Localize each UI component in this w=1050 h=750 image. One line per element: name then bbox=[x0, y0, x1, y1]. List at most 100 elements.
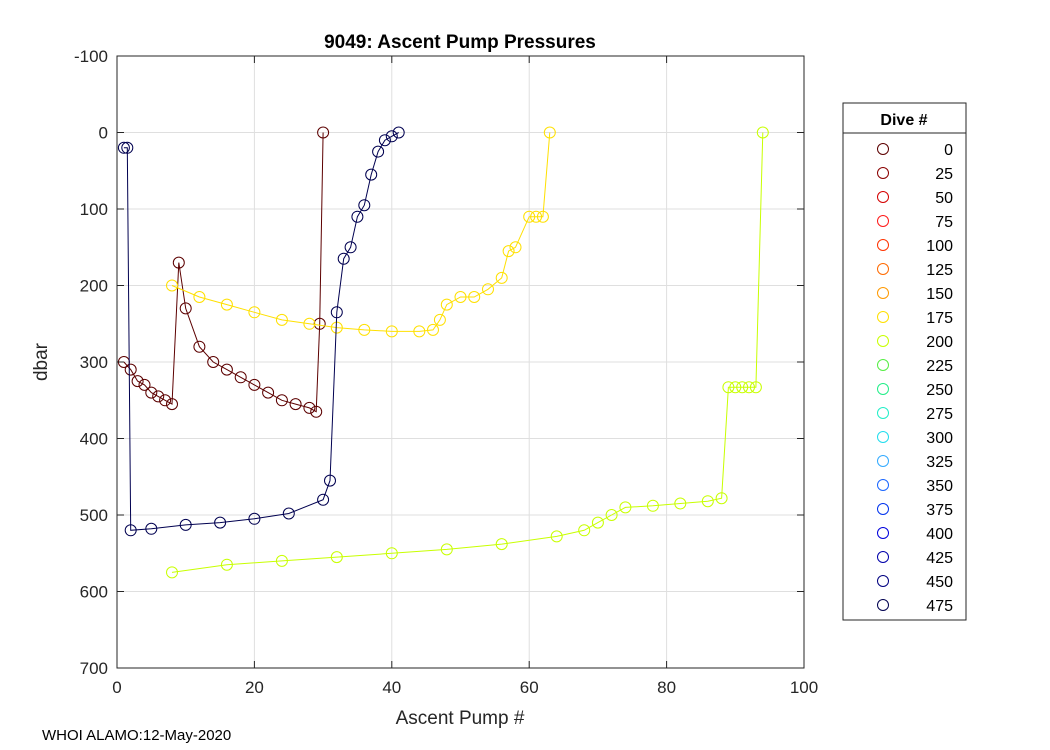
data-point bbox=[440, 298, 453, 311]
chart-title: 9049: Ascent Pump Pressures bbox=[324, 32, 596, 53]
data-point bbox=[275, 394, 288, 407]
data-point bbox=[715, 492, 728, 505]
y-tick-label: 600 bbox=[80, 583, 108, 602]
legend-marker bbox=[877, 431, 889, 443]
data-point bbox=[172, 256, 185, 269]
legend-marker bbox=[877, 215, 889, 227]
y-tick-label: 300 bbox=[80, 353, 108, 372]
data-point bbox=[495, 538, 508, 551]
legend-label: 175 bbox=[926, 310, 953, 327]
legend-marker bbox=[877, 191, 889, 203]
data-point bbox=[385, 130, 398, 143]
legend-entry: 250 bbox=[877, 382, 953, 399]
data-point bbox=[275, 554, 288, 567]
y-tick-label: 500 bbox=[80, 506, 108, 525]
data-point bbox=[337, 252, 350, 265]
legend-marker bbox=[877, 479, 889, 491]
data-point bbox=[313, 317, 326, 330]
data-point bbox=[427, 323, 439, 336]
data-point bbox=[550, 530, 563, 543]
data-point bbox=[193, 291, 206, 303]
legend-entry: 350 bbox=[877, 478, 953, 495]
data-point bbox=[220, 558, 233, 571]
data-point bbox=[530, 210, 543, 223]
y-tick-label: 0 bbox=[99, 124, 108, 143]
series-475 bbox=[117, 126, 405, 537]
data-point bbox=[536, 210, 549, 223]
data-point bbox=[166, 279, 178, 292]
data-point bbox=[482, 283, 494, 296]
data-point bbox=[372, 145, 385, 158]
data-point bbox=[523, 210, 536, 223]
legend-entry: 150 bbox=[877, 286, 953, 303]
legend-label: 0 bbox=[944, 142, 953, 159]
ticks: 0 20 40 60 80 100 -100 0 100 200 300 400 500 600 700 bbox=[74, 47, 818, 697]
legend-entry: 225 bbox=[877, 358, 953, 375]
data-point bbox=[220, 298, 233, 311]
data-point bbox=[729, 381, 742, 394]
series-line bbox=[171, 132, 551, 332]
x-tick-label: 60 bbox=[520, 678, 539, 697]
legend-entries: 0 25 50 75 100 125 150 175 200 225 250 275 300 325 350… bbox=[877, 142, 953, 615]
data-point bbox=[578, 524, 591, 537]
legend-entry: 50 bbox=[877, 190, 953, 207]
data-point bbox=[152, 390, 165, 403]
data-point bbox=[131, 375, 144, 388]
legend-label: 375 bbox=[926, 502, 953, 519]
data-point bbox=[248, 306, 261, 319]
data-point bbox=[330, 306, 343, 319]
data-point bbox=[303, 317, 316, 330]
data-point bbox=[145, 386, 158, 399]
data-point bbox=[385, 325, 398, 338]
x-tick-label: 0 bbox=[112, 678, 121, 697]
data-point bbox=[468, 291, 481, 303]
data-point bbox=[365, 168, 378, 181]
data-point bbox=[317, 493, 330, 506]
legend-label: 475 bbox=[926, 598, 953, 615]
data-point bbox=[749, 381, 762, 394]
legend-entry: 25 bbox=[877, 166, 953, 183]
legend-marker bbox=[877, 503, 889, 515]
legend-entry: 75 bbox=[877, 214, 953, 231]
data-point bbox=[392, 126, 405, 139]
legend-marker bbox=[877, 527, 889, 539]
data-point bbox=[121, 141, 134, 154]
data-point bbox=[378, 134, 391, 147]
x-tick-label: 80 bbox=[657, 678, 676, 697]
data-point bbox=[214, 516, 227, 529]
legend-entry: 475 bbox=[877, 598, 953, 615]
data-point bbox=[433, 313, 446, 326]
data-point bbox=[722, 381, 735, 394]
data-point bbox=[701, 495, 714, 508]
data-point bbox=[234, 371, 247, 384]
legend-marker bbox=[877, 263, 889, 275]
legend-marker bbox=[877, 167, 889, 179]
legend-entry: 100 bbox=[877, 238, 953, 255]
y-axis-label: dbar bbox=[31, 342, 52, 381]
data-point bbox=[166, 566, 178, 579]
data-point bbox=[413, 325, 426, 338]
legend-label: 250 bbox=[926, 382, 953, 399]
legend-entry: 375 bbox=[877, 502, 953, 519]
y-tick-label: 100 bbox=[80, 200, 108, 219]
grid bbox=[117, 56, 804, 668]
x-tick-label: 20 bbox=[245, 678, 264, 697]
footer-note: WHOI ALAMO:12-May-2020 bbox=[42, 727, 232, 744]
data-point bbox=[124, 524, 137, 537]
data-point bbox=[248, 512, 261, 525]
legend-label: 200 bbox=[926, 334, 953, 351]
data-point bbox=[179, 518, 192, 531]
legend-label: 325 bbox=[926, 454, 953, 471]
data-point bbox=[358, 323, 371, 336]
legend-entry: 425 bbox=[877, 550, 953, 567]
x-tick-label: 100 bbox=[790, 678, 818, 697]
legend-entry: 275 bbox=[877, 406, 953, 423]
legend-marker bbox=[877, 359, 889, 371]
legend-label: 400 bbox=[926, 526, 953, 543]
legend-marker bbox=[877, 407, 889, 419]
series-200 bbox=[166, 126, 769, 579]
data-point bbox=[646, 499, 659, 512]
legend-label: 125 bbox=[926, 262, 953, 279]
legend-entry: 325 bbox=[877, 454, 953, 471]
